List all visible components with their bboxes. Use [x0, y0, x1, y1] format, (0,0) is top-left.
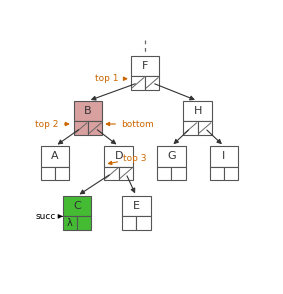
Bar	[183, 101, 212, 121]
Bar	[74, 121, 88, 135]
Bar	[55, 167, 69, 180]
Bar	[104, 146, 133, 167]
Bar	[63, 196, 91, 216]
Bar	[198, 121, 212, 135]
Bar	[136, 216, 151, 230]
Bar	[122, 216, 136, 230]
Bar	[157, 146, 186, 167]
Bar	[131, 56, 159, 76]
Text: B: B	[84, 106, 92, 116]
Text: H: H	[194, 106, 202, 116]
Text: bottom: bottom	[106, 120, 154, 128]
Bar	[210, 167, 224, 180]
Text: D: D	[114, 151, 123, 161]
Bar	[122, 196, 151, 216]
Bar	[131, 76, 145, 90]
Bar	[171, 167, 186, 180]
Text: C: C	[73, 201, 81, 211]
Text: top 1: top 1	[95, 74, 127, 83]
Text: E: E	[133, 201, 140, 211]
Text: G: G	[167, 151, 176, 161]
Bar	[77, 216, 91, 230]
Bar	[119, 167, 133, 180]
Bar	[74, 101, 102, 121]
Bar	[88, 121, 102, 135]
Text: I: I	[222, 151, 226, 161]
Text: A: A	[51, 151, 59, 161]
Bar	[63, 216, 77, 230]
Bar	[41, 146, 69, 167]
Bar	[210, 146, 238, 167]
Bar	[183, 121, 198, 135]
Bar	[157, 167, 171, 180]
Bar	[145, 76, 159, 90]
Text: top 2: top 2	[35, 120, 69, 128]
Text: succ: succ	[35, 212, 62, 221]
Text: λ: λ	[67, 218, 73, 228]
Bar	[224, 167, 238, 180]
Bar	[104, 167, 119, 180]
Text: F: F	[142, 61, 148, 71]
Text: top 3: top 3	[108, 154, 147, 165]
Bar	[41, 167, 55, 180]
